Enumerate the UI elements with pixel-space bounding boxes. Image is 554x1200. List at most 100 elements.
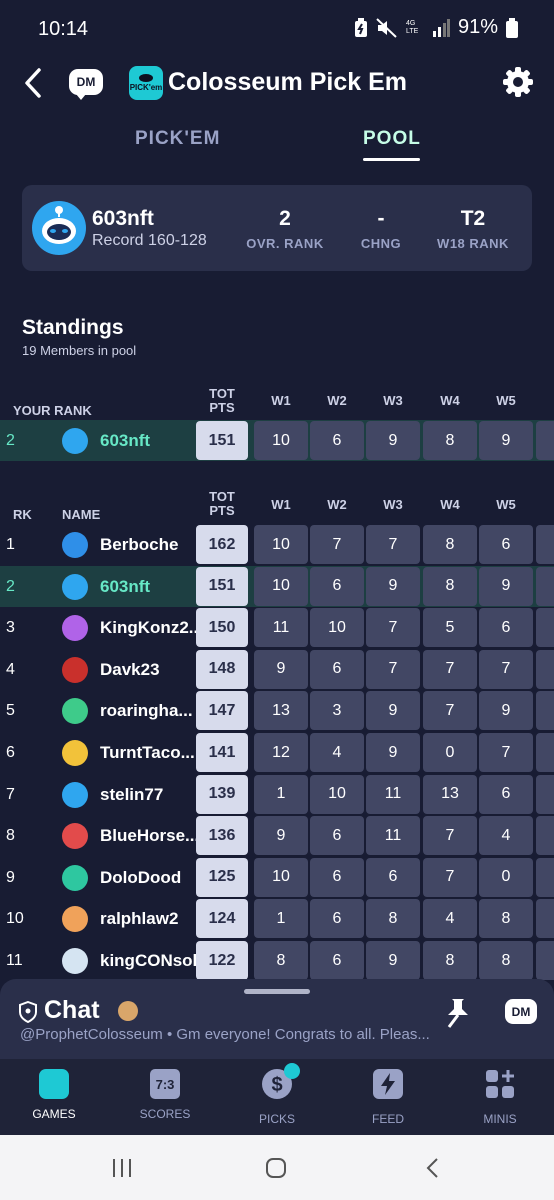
back-button[interactable] [18, 64, 48, 102]
total-points-cell: 124 [196, 899, 248, 939]
table-row[interactable]: 11 kingCONsol 122 8 6 9 8 8 [0, 940, 554, 981]
rank-cell: 9 [6, 868, 15, 886]
nav-minis[interactable]: MINIS [455, 1069, 545, 1126]
home-icon[interactable] [265, 1157, 287, 1179]
notification-dot [284, 1063, 300, 1079]
rank-cell: 2 [6, 577, 15, 595]
week-points-cell: 8 [254, 941, 308, 980]
week-points-cell: 10 [254, 421, 308, 460]
battery-saver-icon [354, 17, 367, 37]
week-points-cell: 7 [366, 649, 420, 689]
week-points-cell-overflow [536, 421, 554, 460]
week-points-cell: 9 [479, 566, 533, 606]
chat-last-message[interactable]: @ProphetColosseum • Gm everyone! Congrat… [20, 1026, 430, 1043]
week-points-cell-overflow [536, 816, 554, 856]
week-points-cell: 7 [423, 857, 477, 897]
shield-icon [19, 1001, 37, 1023]
rank-cell: 10 [6, 910, 24, 928]
week-points-cell: 7 [366, 608, 420, 648]
week-points-cell: 9 [254, 649, 308, 689]
your-tot-pts-header: TOT PTS [196, 387, 248, 415]
pickem-logo-icon: PICK'em [129, 66, 163, 100]
week-points-cell-overflow [536, 608, 554, 648]
week-points-cell-overflow [536, 774, 554, 814]
member-name: 603nft [100, 431, 151, 450]
pickem-logo-icon [39, 1069, 69, 1099]
table-row[interactable]: 2 603nft 151 10 6 9 8 9 [0, 565, 554, 607]
nav-scores[interactable]: 7:3 SCORES [120, 1069, 210, 1121]
week-points-cell: 13 [423, 774, 477, 814]
avatar [62, 615, 88, 642]
grid-plus-icon [486, 1070, 514, 1098]
week-points-cell-overflow [536, 899, 554, 939]
week-points-cell: 7 [423, 649, 477, 689]
drag-handle[interactable] [244, 989, 310, 994]
week-points-cell: 6 [366, 857, 420, 897]
member-name: roaringha... [100, 701, 193, 721]
table-row[interactable]: 6 TurntTaco... 141 12 4 9 0 7 [0, 732, 554, 773]
pin-icon[interactable] [443, 997, 471, 1029]
tab-pickem[interactable]: PICK'EM [135, 128, 221, 149]
member-name: TurntTaco... [100, 743, 195, 762]
status-bar: 10:14 4G LTE 91% [0, 0, 554, 58]
member-name: Berboche [100, 535, 179, 554]
week-points-cell: 8 [479, 941, 533, 980]
rank-change-value: - [377, 207, 385, 230]
standings-subtitle: 19 Members in pool [22, 343, 137, 358]
chat-title: Chat [44, 996, 100, 1024]
week-points-cell: 8 [423, 525, 477, 564]
table-row[interactable]: 7 stelin77 139 1 10 11 13 6 [0, 774, 554, 815]
chat-panel[interactable]: Chat @ProphetColosseum • Gm everyone! Co… [0, 979, 554, 1059]
week-points-cell: 11 [366, 816, 420, 856]
week-points-cell: 6 [310, 857, 364, 897]
nav-games[interactable]: GAMES [9, 1069, 99, 1121]
avatar [32, 201, 86, 255]
nav-label: FEED [371, 1112, 404, 1126]
week-column-header: W3 [383, 497, 403, 512]
total-points-cell: 139 [196, 774, 248, 814]
overall-rank-value: 2 [279, 207, 291, 230]
profile-card: 603nft Record 160-128 2 OVR. RANK - CHNG… [22, 185, 532, 271]
week-points-cell: 7 [423, 816, 477, 856]
week-points-cell: 5 [423, 608, 477, 648]
avatar [62, 864, 88, 891]
profile-record: Record 160-128 [92, 232, 207, 249]
table-row[interactable]: 4 Davk23 148 9 6 7 7 7 [0, 649, 554, 690]
week-points-cell: 9 [366, 421, 420, 460]
settings-button[interactable] [502, 66, 534, 98]
avatar [62, 428, 88, 454]
nav-feed[interactable]: FEED [343, 1069, 433, 1126]
avatar [62, 698, 88, 725]
nav-label: PICKS [258, 1112, 295, 1126]
total-points-cell: 148 [196, 649, 248, 689]
dm-button[interactable]: DM [69, 69, 103, 100]
avatar [62, 573, 88, 600]
week-column-header: W2 [327, 393, 347, 408]
table-row[interactable]: 1 Berboche 162 10 7 7 8 6 [0, 524, 554, 565]
week-points-cell: 0 [479, 857, 533, 897]
week-rank-label: W18 RANK [437, 236, 509, 251]
week-column-header: W5 [496, 497, 516, 512]
your-rank-row[interactable]: 2 603nft 151 10 6 9 8 9 [0, 420, 554, 461]
chat-dm-button[interactable]: DM [505, 999, 537, 1024]
avatar [62, 740, 88, 766]
table-row[interactable]: 3 KingKonz2... 150 11 10 7 5 6 [0, 607, 554, 648]
table-row[interactable]: 10 ralphlaw2 124 1 6 8 4 8 [0, 898, 554, 939]
table-row[interactable]: 8 BlueHorse... 136 9 6 11 7 4 [0, 815, 554, 856]
week-points-cell-overflow [536, 691, 554, 731]
back-nav-icon[interactable] [422, 1157, 444, 1179]
week-rank-value: T2 [460, 207, 486, 230]
week-points-cell: 1 [254, 774, 308, 814]
rank-cell: 5 [6, 702, 15, 720]
svg-text:$: $ [271, 1074, 282, 1096]
nav-picks[interactable]: $ PICKS [232, 1063, 322, 1126]
week-rank-stat: T2 W18 RANK [428, 207, 518, 251]
table-row[interactable]: 9 DoloDood 125 10 6 6 7 0 [0, 857, 554, 898]
nav-label: SCORES [139, 1107, 191, 1121]
recent-apps-icon[interactable] [111, 1157, 133, 1179]
week-column-header: W5 [496, 393, 516, 408]
week-points-cell: 11 [254, 608, 308, 648]
week-points-cell: 7 [479, 649, 533, 689]
table-row[interactable]: 5 roaringha... 147 13 3 9 7 9 [0, 690, 554, 731]
tab-pool[interactable]: POOL [363, 128, 421, 149]
